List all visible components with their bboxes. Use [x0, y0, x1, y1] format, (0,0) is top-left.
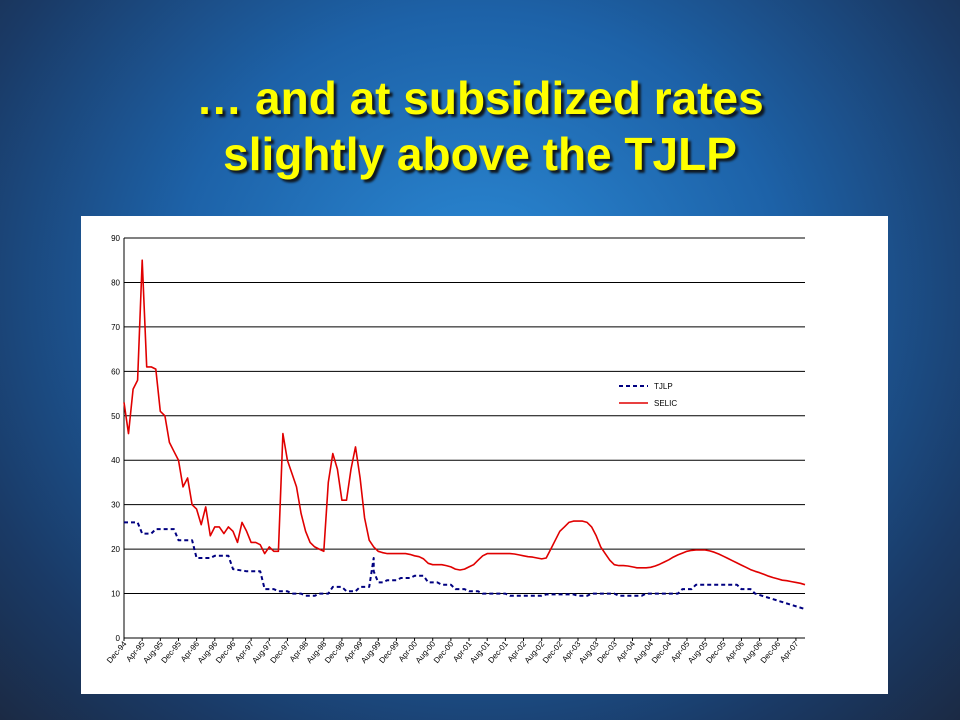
- x-tick-label: Apr-07: [778, 639, 801, 664]
- line-chart: 0102030405060708090Dec-94Apr-95Aug-95Dec…: [105, 234, 806, 665]
- legend-label-tjlp: TJLP: [654, 382, 673, 391]
- slide-title: … and at subsidized rates slightly above…: [0, 70, 960, 182]
- x-tick-label: Dec-06: [759, 639, 783, 665]
- chart-panel: 0 10 20 30 40 50 60 70 80 90 Dec-94 Apr-95 Aug-95 Dec…: [81, 216, 888, 694]
- x-tick-label: Dec-96: [214, 639, 238, 665]
- x-tick-label: Dec-00: [432, 639, 456, 665]
- x-tick-label: Dec-98: [323, 639, 347, 665]
- x-tick-label: Dec-01: [486, 639, 510, 665]
- y-tick-label: 0: [116, 634, 121, 643]
- series-line-selic: [123, 259, 806, 586]
- y-tick-label: 80: [111, 278, 120, 287]
- y-tick-label: 70: [111, 323, 120, 332]
- x-tick-label: Dec-04: [650, 639, 674, 665]
- y-tick-label: 10: [111, 590, 120, 599]
- x-tick-label: Dec-99: [377, 639, 401, 665]
- x-tick-label: Dec-03: [595, 639, 619, 665]
- x-tick-label: Dec-95: [160, 639, 184, 665]
- y-tick-label: 20: [111, 545, 120, 554]
- y-tick-label: 30: [111, 501, 120, 510]
- legend-label-selic: SELIC: [654, 399, 677, 408]
- slide-title-line-2: slightly above the TJLP: [223, 128, 737, 180]
- series-line-tjlp: [124, 521, 806, 611]
- y-tick-label: 60: [111, 367, 120, 376]
- slide-title-line-1: … and at subsidized rates: [196, 72, 764, 124]
- y-tick-label: 90: [111, 234, 120, 243]
- x-tick-label: Dec-05: [704, 639, 728, 665]
- y-tick-label: 50: [111, 412, 120, 421]
- x-tick-label: Dec-97: [268, 639, 292, 665]
- x-tick-label: Dec-02: [541, 639, 565, 665]
- y-tick-label: 40: [111, 456, 120, 465]
